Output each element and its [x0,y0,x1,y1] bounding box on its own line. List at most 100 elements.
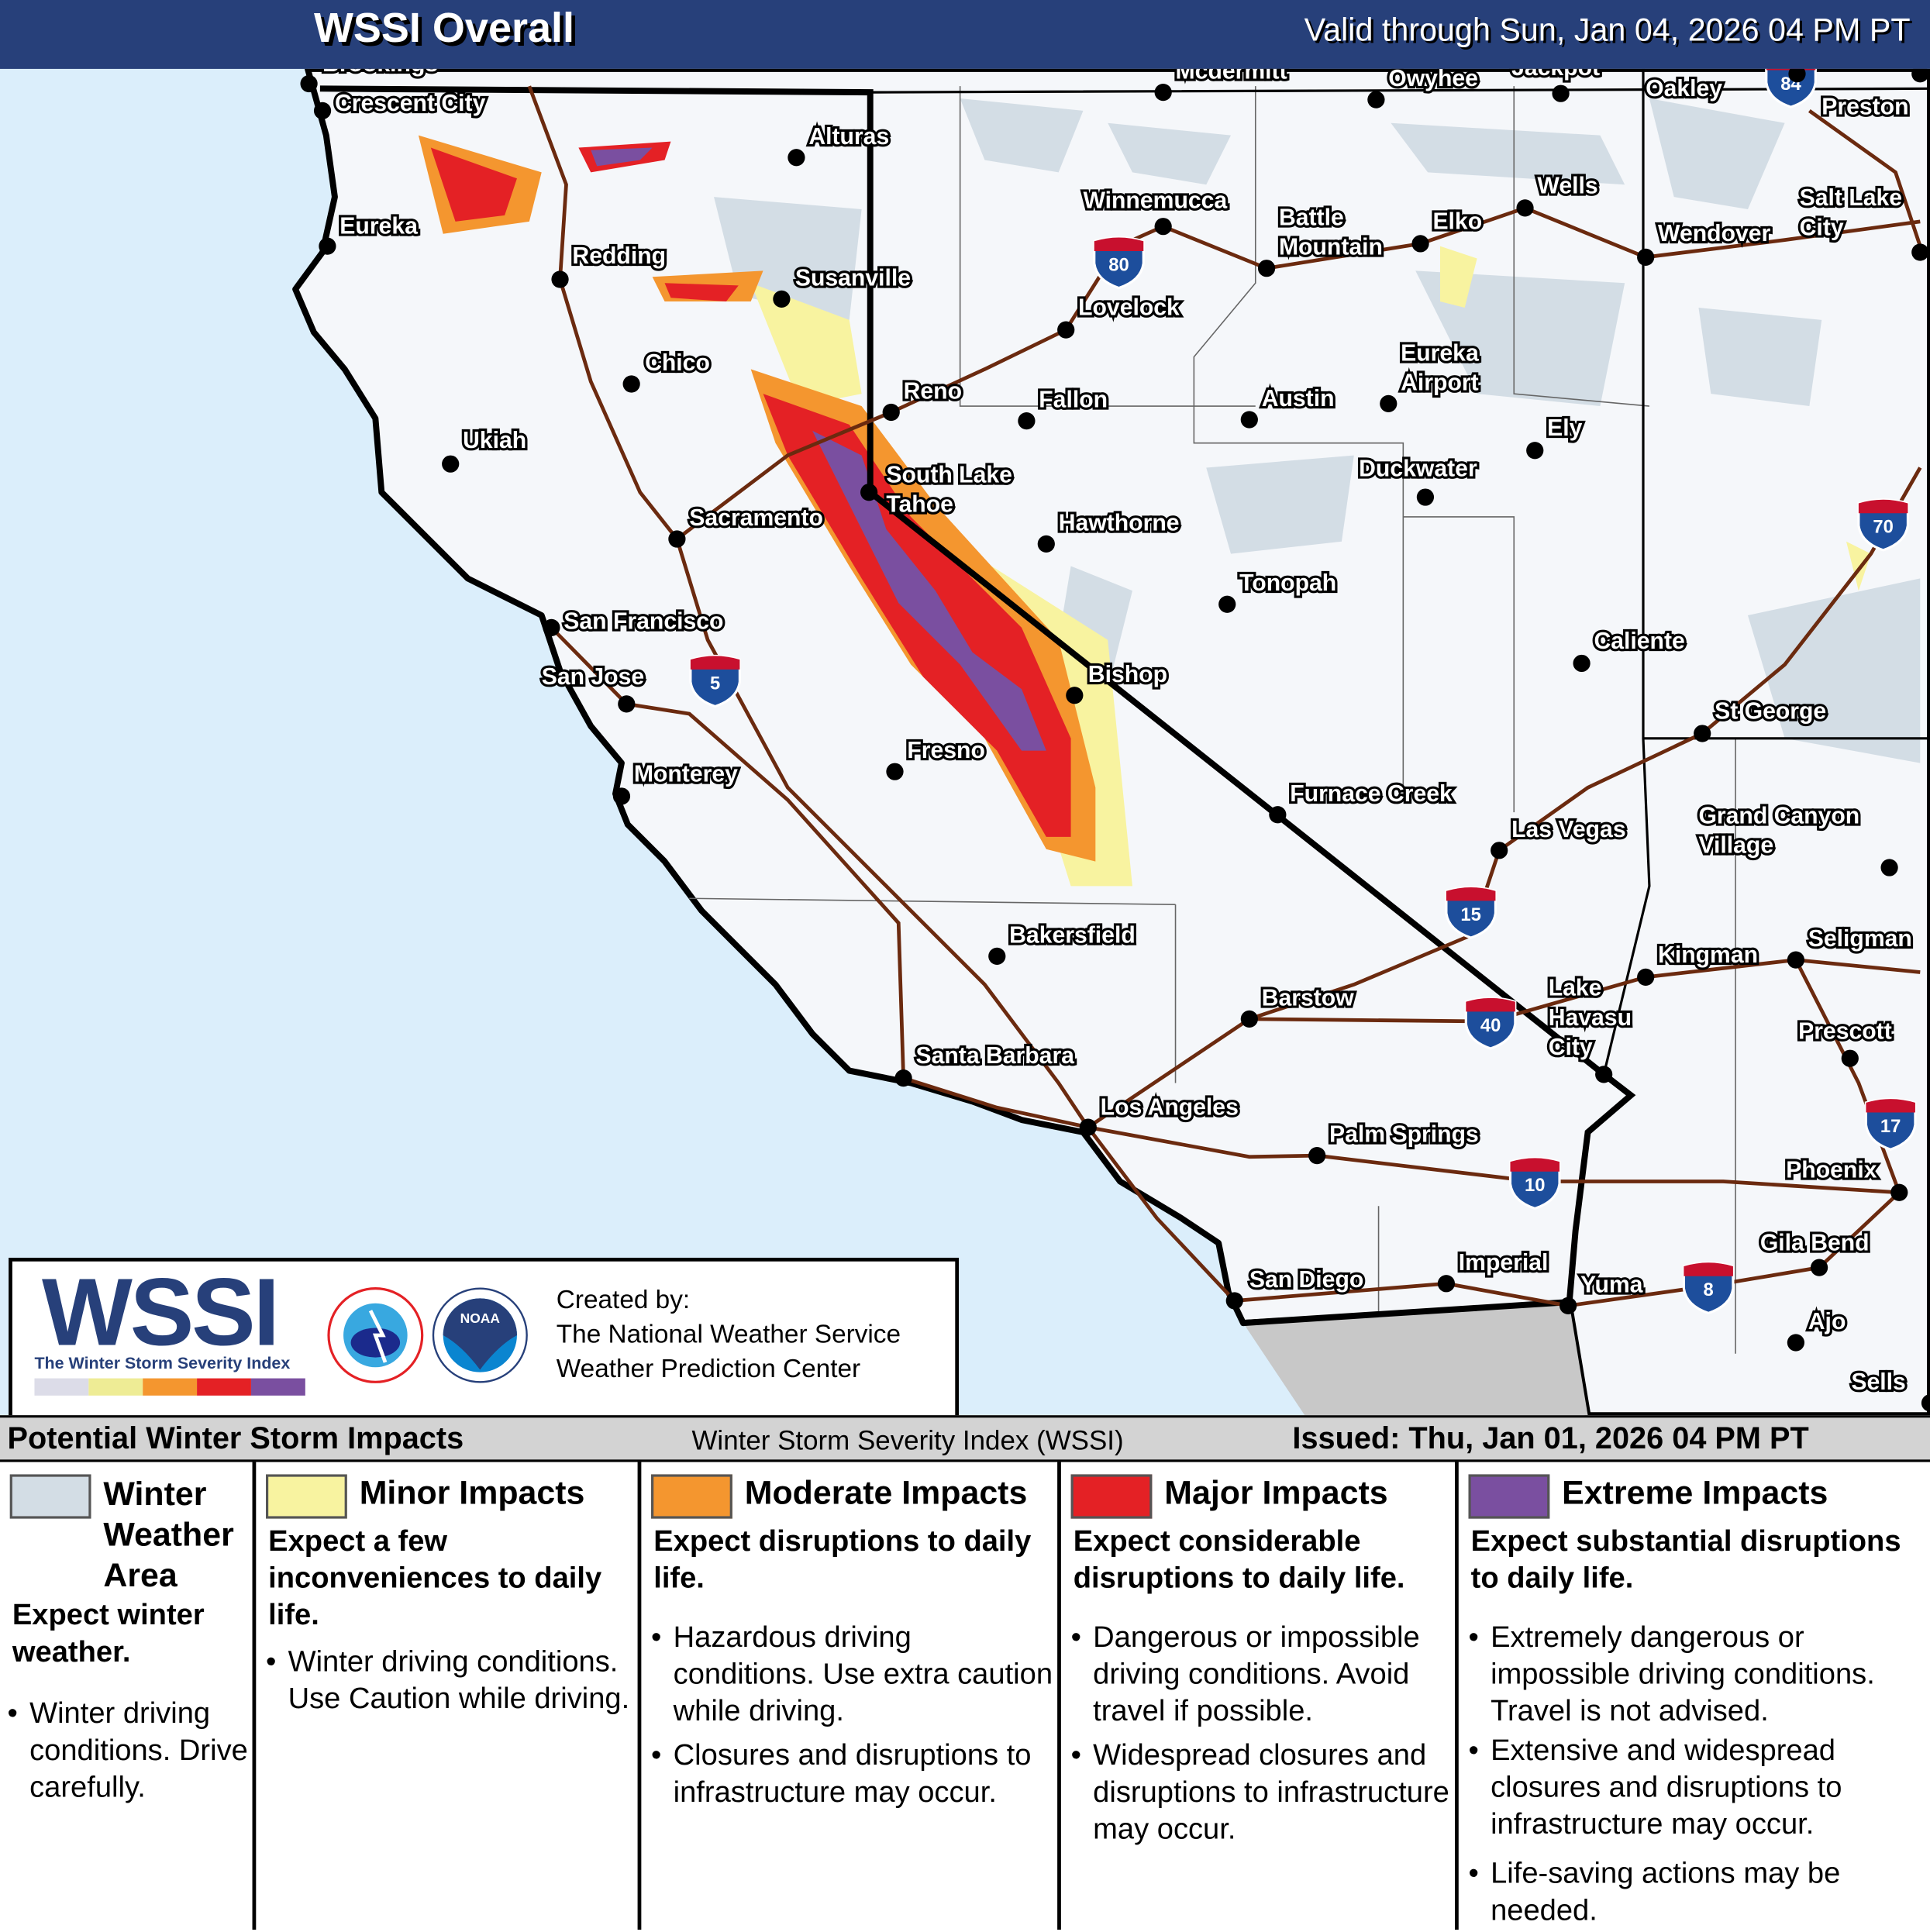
city-dot [1526,442,1544,460]
city-label: Yuma [1580,1272,1643,1297]
legend-extreme-impacts: Extreme Impacts Expect substantial disrup… [1459,1462,1926,1930]
city-label: Phoenix [1786,1158,1877,1183]
legend-bullet: Dangerous or impossible driving conditio… [1071,1620,1454,1731]
city-dot [1079,1118,1097,1136]
state-borders [319,68,1930,1327]
city-palm-springs: Palm Springs [1308,1119,1481,1165]
city-label: Hawthorne [1059,510,1180,536]
city-dot [1269,806,1287,824]
city-label: Fallon [1039,387,1108,413]
city-dot [1218,595,1236,613]
city-los-angeles: Los Angeles [1079,1093,1241,1136]
city-label: Sacramento [689,505,823,531]
legend-bullet: Winter driving conditions. Drive careful… [8,1696,249,1806]
city-label: Sells [1851,1369,1905,1395]
city-dot [1880,859,1898,876]
city-hawthorne: Hawthorne [1037,508,1182,553]
city-label: Susanville [795,265,911,291]
city-label: San Diego [1249,1267,1363,1293]
legend-swatch [651,1474,732,1519]
city-preston: Preston [1819,68,1929,122]
city-dot [1560,1297,1577,1314]
legend-bullet: Extremely dangerous or impossible drivin… [1468,1620,1925,1731]
city-dot [1257,260,1276,277]
interstate-number: 17 [1880,1116,1901,1137]
city-label: Salt Lake City [1800,185,1902,240]
org-nws: The National Weather Service [556,1320,901,1349]
city-dot [551,270,569,288]
city-label: Wells [1537,173,1597,198]
county-borders [689,86,1736,1354]
city-dot [1240,411,1258,429]
city-prescott: Prescott [1796,1016,1894,1067]
city-yuma: Yuma [1560,1269,1646,1314]
city-label: Ajo [1808,1309,1846,1334]
interstate-40-shield-icon: 40 [1464,997,1517,1050]
city-dot [773,290,791,308]
legend-bullet: Extensive and widespread closures and di… [1468,1733,1925,1844]
created-by: Created by: The National Weather Service… [557,1283,901,1386]
city-label: Monterey [634,761,738,787]
issued-time: Issued: Thu, Jan 01, 2026 04 PM PT [1292,1421,1809,1456]
legend-category-title: Moderate Impacts [744,1474,1028,1512]
city-sells: Sells [1849,1367,1930,1412]
city-dot [442,455,460,473]
city-label: Fresno [907,738,985,763]
city-las-vegas: Las Vegas [1491,814,1628,859]
city-label: Brookings [322,69,438,77]
org-wpc: Weather Prediction Center [556,1355,861,1383]
interstate-number: 15 [1460,904,1480,925]
city-dot [1787,951,1805,969]
city-dot [1057,321,1075,339]
city-fallon: Fallon [1018,384,1110,430]
city-label: Caliente [1594,629,1684,654]
city-dot [1491,842,1508,859]
city-lovelock: Lovelock [1057,292,1182,339]
city-elko: Elko [1411,206,1484,253]
city-label: Lovelock [1078,295,1180,321]
city-label: Eureka Airport [1401,340,1479,395]
legend-header: Potential Winter Storm Impacts Winter St… [0,1417,1930,1462]
city-seligman: Seligman [1787,924,1914,969]
wssi-subtitle: The Winter Storm Severity Index [34,1353,291,1372]
city-dot [1637,248,1655,267]
legend-moderate-impacts: Moderate Impacts Expect disruptions to da… [641,1462,1061,1930]
city-dot [313,102,332,120]
city-dot [1018,412,1036,430]
city-label: Las Vegas [1511,817,1626,842]
legend-category-title: Major Impacts [1164,1474,1388,1512]
legend-category-title: Minor Impacts [359,1474,585,1512]
city-dot [618,695,636,713]
city-label: Palm Springs [1329,1122,1479,1148]
noaa-seal-icon: NOAA [432,1287,528,1383]
city-label: South Lake Tahoe [886,462,1012,517]
city-south-lake-tahoe: South Lake Tahoe [860,460,1015,520]
city-santa-barbara: Santa Barbara [894,1041,1077,1087]
city-dot [1367,91,1385,108]
city-wells: Wells [1516,170,1601,217]
city-dot [612,787,631,805]
city-dot [300,74,318,93]
city-dot [1066,687,1084,704]
city-label: Imperial [1459,1250,1549,1276]
winter-weather-areas [714,98,1921,763]
interstate-70-shield-icon: 70 [1857,498,1910,552]
city-tonopah: Tonopah [1218,568,1339,613]
city-label: Seligman [1808,926,1912,952]
city-dot [860,484,878,501]
city-label: Grand Canyon Village [1698,803,1859,858]
city-dot [1308,1147,1326,1165]
valid-time: Valid through Sun, Jan 04, 2026 04 PM PT [1304,11,1911,48]
legend-title: Potential Winter Storm Impacts [7,1421,464,1456]
city-dot [1154,218,1172,236]
legend-swatch [1468,1474,1550,1519]
city-dot [788,149,805,167]
legend-summary: Expect considerable disruptions to daily… [1073,1524,1405,1596]
city-eureka: Eureka [319,212,420,255]
interstate-15-shield-icon: 15 [1445,886,1497,939]
city-chico: Chico [622,348,712,393]
city-eureka-airport: Eureka Airport [1380,338,1481,412]
legend-summary: Expect winter weather. [12,1598,205,1669]
